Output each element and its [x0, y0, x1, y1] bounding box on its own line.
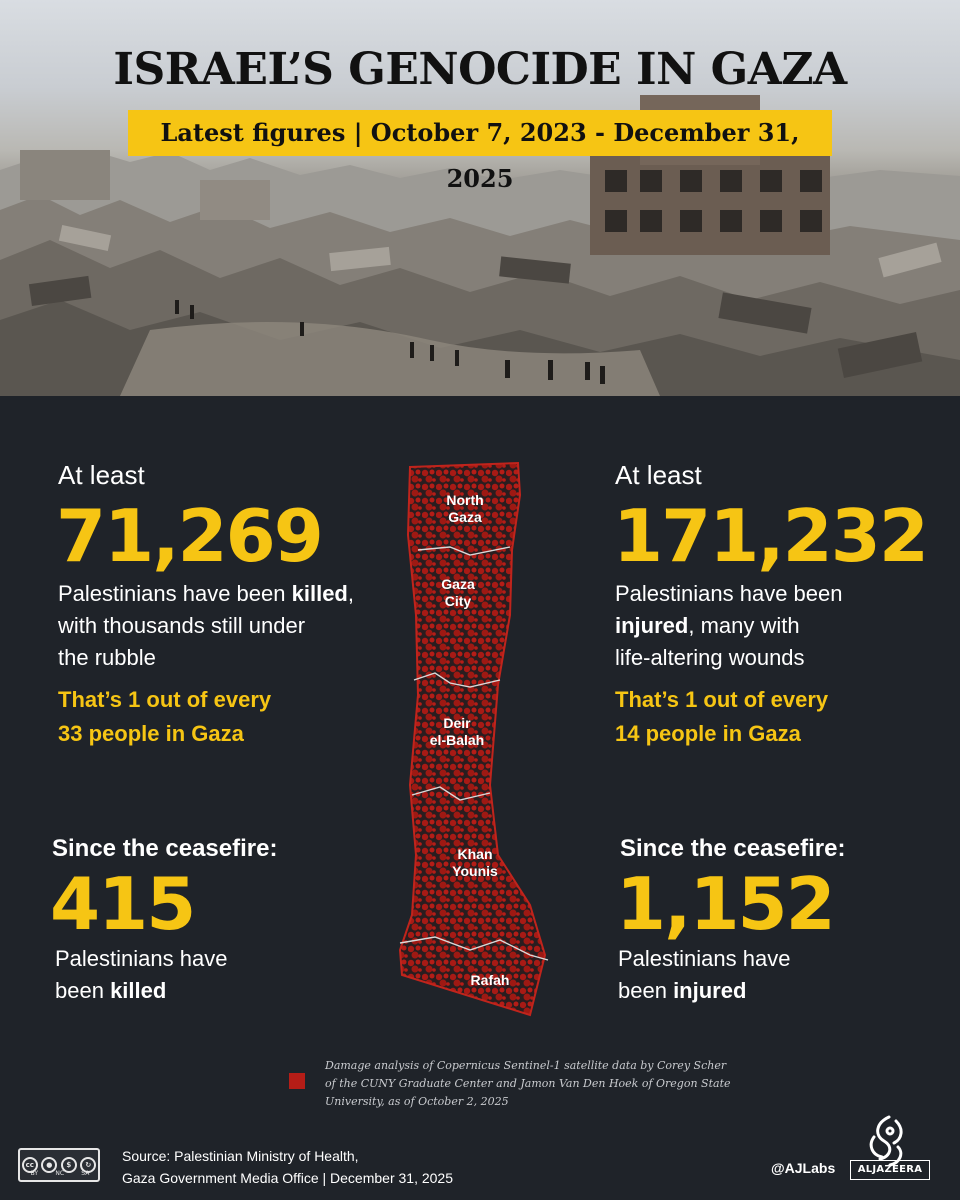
date-range-banner: Latest figures | October 7, 2023 - Decem… [128, 110, 832, 193]
ceasefire-killed-desc-pre: been [55, 978, 111, 1003]
map-label-line: City [444, 593, 472, 609]
injured-desc-line1: Palestinians have been [615, 581, 843, 606]
injured-ratio: That’s 1 out of every 14 people in Gaza [615, 683, 935, 751]
by-icon: ● [41, 1157, 58, 1173]
sa-icon: ↻ [80, 1157, 97, 1173]
source-credit: Source: Palestinian Ministry of Health, … [122, 1145, 453, 1189]
killed-desc-line2: with thousands still under [58, 613, 306, 638]
ajlabs-handle[interactable]: @AJLabs [771, 1160, 836, 1176]
ceasefire-injured-desc-pre: been [618, 978, 674, 1003]
cc-icon: cc [21, 1157, 38, 1173]
ceasefire-injured-number: 1,152 [616, 862, 836, 946]
ceasefire-killed-description: Palestinians have been killed [55, 943, 315, 1007]
killed-desc-comma: , [347, 581, 354, 606]
killed-ratio-line2: 33 people in Gaza [58, 721, 244, 746]
gaza-strip-outline [398, 461, 549, 1017]
license-label-sa: SA [81, 1170, 90, 1177]
damage-legend-swatch [289, 1073, 305, 1089]
injured-desc-line3: life-altering wounds [615, 645, 805, 670]
license-label-by: BY [30, 1170, 39, 1177]
ceasefire-killed-lead: Since the ceasefire: [52, 835, 278, 862]
hero-photo: ISRAEL’S GENOCIDE IN GAZA Latest figures… [0, 0, 960, 396]
strip-shape [398, 461, 547, 1017]
injured-lead: At least [615, 460, 702, 490]
injured-desc-bold: injured [615, 613, 689, 638]
killed-stat: At least [58, 460, 145, 491]
ceasefire-killed-desc-bold: killed [110, 978, 167, 1003]
injured-description: Palestinians have been injured, many wit… [615, 578, 935, 674]
injured-desc-post: , many with [688, 613, 800, 638]
map-label-khan-younis: Khan Younis [440, 846, 510, 880]
killed-ratio-line1: That’s 1 out of every [58, 687, 272, 712]
gaza-damage-map: North Gaza Gaza City Deir el-Balah Khan … [380, 455, 560, 1045]
aljazeera-logo-icon [869, 1115, 903, 1167]
ceasefire-killed-number: 415 [50, 862, 196, 946]
legend-line3: University, as of October 2, 2025 [325, 1095, 509, 1108]
map-label-line: Khan [457, 846, 493, 862]
license-label-nc: NC [55, 1170, 65, 1177]
killed-desc-bold: killed [291, 581, 348, 606]
damage-legend-text: Damage analysis of Copernicus Sentinel-1… [325, 1057, 795, 1111]
killed-number: 71,269 [56, 494, 324, 578]
killed-desc-text: Palestinians have been [58, 581, 292, 606]
injured-ratio-line2: 14 people in Gaza [615, 721, 801, 746]
legend-line1: Damage analysis of Copernicus Sentinel-1… [325, 1059, 727, 1072]
creative-commons-badge[interactable]: cc ● $ ↻ [18, 1148, 100, 1182]
killed-ratio: That’s 1 out of every 33 people in Gaza [58, 683, 378, 751]
source-line1: Source: Palestinian Ministry of Health, [122, 1148, 359, 1164]
map-label-deir-el-balah: Deir el-Balah [412, 715, 502, 749]
map-label-line: Rafah [470, 972, 510, 988]
source-line2: Gaza Government Media Office | December … [122, 1170, 453, 1186]
map-label-rafah: Rafah [460, 972, 520, 989]
ceasefire-injured-desc-bold: injured [673, 978, 747, 1003]
map-label-line: Younis [452, 863, 498, 879]
map-label-gaza-city: Gaza City [428, 576, 488, 610]
killed-lead: At least [58, 460, 145, 490]
map-label-line: el-Balah [429, 732, 485, 748]
ceasefire-injured-desc-line1: Palestinians have [618, 946, 791, 971]
aljazeera-wordmark: ALJAZEERA [850, 1160, 930, 1180]
map-label-line: North [446, 492, 484, 508]
killed-description: Palestinians have been killed, with thou… [58, 578, 378, 674]
injured-ratio-line1: That’s 1 out of every [615, 687, 829, 712]
map-label-line: Gaza [441, 576, 475, 592]
page-title: ISRAEL’S GENOCIDE IN GAZA [113, 44, 847, 95]
killed-desc-line3: the rubble [58, 645, 156, 670]
ceasefire-injured-lead: Since the ceasefire: [620, 835, 846, 862]
legend-line2: of the CUNY Graduate Center and Jamon Va… [325, 1077, 731, 1090]
map-label-north-gaza: North Gaza [435, 492, 495, 526]
map-label-line: Gaza [448, 509, 482, 525]
nc-icon: $ [60, 1157, 77, 1173]
injured-number: 171,232 [613, 494, 929, 578]
license-labels: BY NC SA [22, 1170, 98, 1177]
map-label-line: Deir [443, 715, 471, 731]
ceasefire-killed-desc-line1: Palestinians have [55, 946, 228, 971]
ceasefire-injured-description: Palestinians have been injured [618, 943, 878, 1007]
